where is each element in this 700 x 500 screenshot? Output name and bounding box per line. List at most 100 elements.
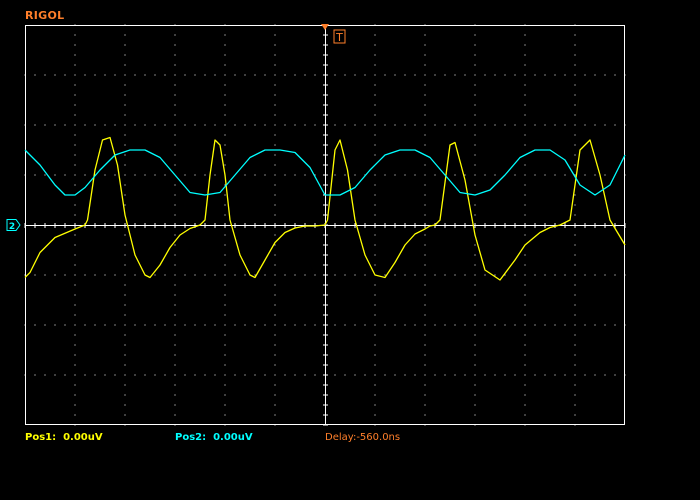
grid-dot <box>304 324 306 326</box>
grid-dot <box>614 124 616 126</box>
grid-dot <box>174 44 176 46</box>
grid-dot <box>54 74 56 76</box>
grid-dot <box>224 274 226 276</box>
grid-dot <box>274 374 276 376</box>
grid-dot <box>174 74 176 76</box>
grid-dot <box>604 374 606 376</box>
grid-dot <box>604 324 606 326</box>
grid-dot <box>274 274 276 276</box>
grid-dot <box>574 34 576 36</box>
grid-dot <box>164 74 166 76</box>
trigger-position-marker[interactable] <box>321 24 329 30</box>
grid-dot <box>104 324 106 326</box>
grid-dot <box>474 134 476 136</box>
grid-dot <box>224 154 226 156</box>
grid-dot <box>124 204 126 206</box>
grid-dot <box>334 324 336 326</box>
grid-dot <box>474 184 476 186</box>
grid-dot <box>124 74 126 76</box>
grid-dot <box>374 424 376 426</box>
grid-dot <box>424 214 426 216</box>
trigger-level-marker[interactable]: T <box>333 29 346 44</box>
grid-dot <box>124 144 126 146</box>
grid-dot <box>74 364 76 366</box>
grid-dot <box>584 274 586 276</box>
grid-dot <box>124 324 126 326</box>
grid-dot <box>334 374 336 376</box>
grid-dot <box>274 264 276 266</box>
grid-dot <box>454 324 456 326</box>
grid-dot <box>204 374 206 376</box>
grid-dot <box>424 204 426 206</box>
ch2-ground-marker[interactable]: 2 <box>6 219 21 233</box>
grid-dot <box>164 174 166 176</box>
grid-dot <box>554 124 556 126</box>
grid-dot <box>574 124 576 126</box>
grid-dot <box>364 124 366 126</box>
grid-dot <box>524 94 526 96</box>
grid-dot <box>334 174 336 176</box>
grid-dot <box>374 144 376 146</box>
grid-dot <box>224 64 226 66</box>
grid-dot <box>94 74 96 76</box>
grid-dot <box>34 374 36 376</box>
grid-dot <box>174 314 176 316</box>
grid-dot <box>304 174 306 176</box>
grid-dot <box>374 194 376 196</box>
grid-dot <box>164 324 166 326</box>
grid-dot <box>254 74 256 76</box>
grid-dot <box>74 54 76 56</box>
grid-dot <box>214 374 216 376</box>
grid-dot <box>114 274 116 276</box>
grid-dot <box>344 174 346 176</box>
grid-dot <box>424 74 426 76</box>
grid-dot <box>174 324 176 326</box>
grid-dot <box>204 274 206 276</box>
grid-dot <box>524 184 526 186</box>
grid-dot <box>544 74 546 76</box>
delay-readout: Delay:-560.0ns <box>325 432 400 443</box>
grid-dot <box>524 24 526 26</box>
grid-dot <box>274 204 276 206</box>
grid-dot <box>274 54 276 56</box>
grid-dot <box>124 254 126 256</box>
grid-dot <box>274 394 276 396</box>
grid-dot <box>434 124 436 126</box>
grid-dot <box>154 124 156 126</box>
grid-dot <box>174 374 176 376</box>
grid-dot <box>594 174 596 176</box>
grid-dot <box>474 44 476 46</box>
grid-dot <box>124 304 126 306</box>
grid-dot <box>134 274 136 276</box>
grid-dot <box>334 274 336 276</box>
grid-dot <box>574 334 576 336</box>
grid-dot <box>524 44 526 46</box>
grid-dot <box>354 274 356 276</box>
grid-dot <box>184 374 186 376</box>
grid-dot <box>624 274 626 276</box>
grid-dot <box>554 174 556 176</box>
grid-dot <box>424 24 426 26</box>
grid-dot <box>174 154 176 156</box>
grid-dot <box>174 84 176 86</box>
grid-dot <box>224 54 226 56</box>
grid-dot <box>494 274 496 276</box>
grid-dot <box>614 74 616 76</box>
grid-dot <box>104 274 106 276</box>
grid-dot <box>74 244 76 246</box>
grid-dot <box>124 114 126 116</box>
grid-dot <box>114 374 116 376</box>
grid-dot <box>474 324 476 326</box>
grid-dot <box>224 334 226 336</box>
grid-dot <box>374 64 376 66</box>
grid-dot <box>244 124 246 126</box>
grid-dot <box>124 104 126 106</box>
grid-dot <box>74 184 76 186</box>
grid-dot <box>574 164 576 166</box>
ch2-trace <box>24 149 626 196</box>
grid-dot <box>244 274 246 276</box>
grid-dot <box>274 64 276 66</box>
grid-dot <box>414 174 416 176</box>
grid-dot <box>344 274 346 276</box>
grid-dot <box>334 74 336 76</box>
